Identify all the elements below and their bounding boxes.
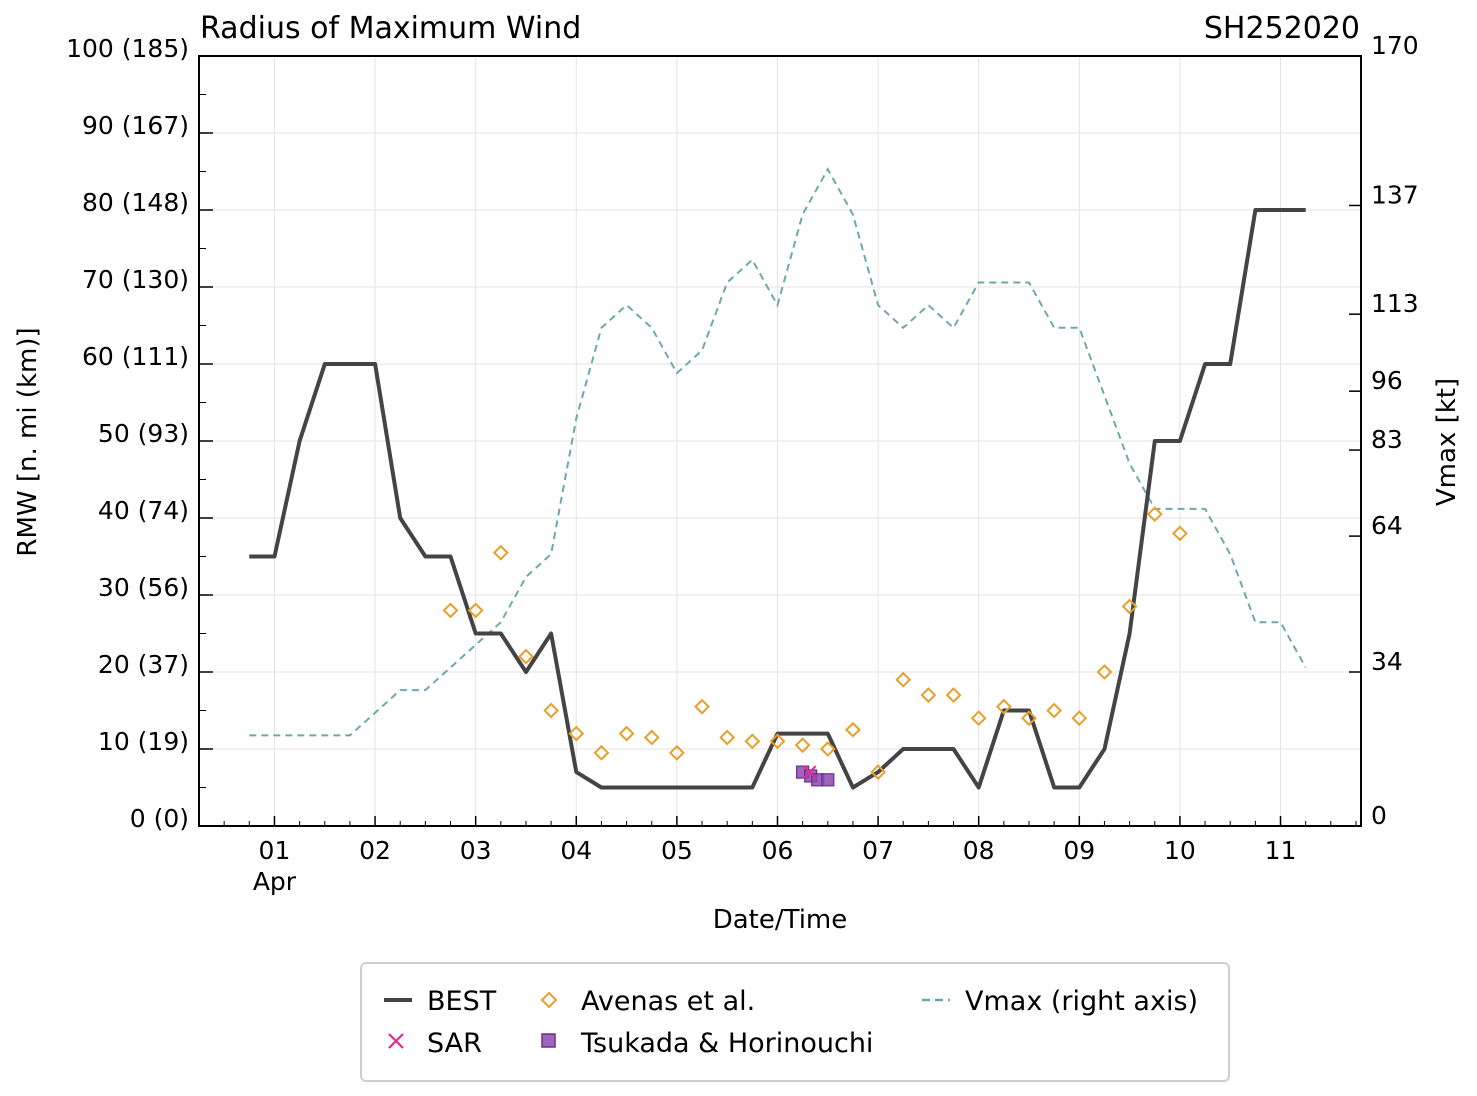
avenas-point: [845, 721, 861, 738]
y-tick-label: 70 (130): [82, 265, 189, 294]
y-tick-label: 50 (93): [98, 419, 189, 448]
avenas-series: [442, 506, 1188, 781]
avenas-point: [945, 687, 962, 704]
avenas-point: [819, 741, 836, 757]
y-right-tick-label: 64: [1371, 511, 1403, 540]
legend-tsukada-marker: [541, 1033, 556, 1048]
avenas-point: [744, 733, 761, 750]
avenas-point: [1071, 710, 1088, 727]
avenas-point: [895, 671, 912, 688]
x-tick-label: 10: [1164, 836, 1196, 865]
vmax-series: [249, 167, 1307, 737]
legend-avenas-marker: [540, 991, 558, 1009]
legend-tsukada-label: Tsukada & Horinouchi: [580, 1028, 873, 1059]
sar-series: [802, 765, 817, 779]
x-tick-label: 11: [1265, 836, 1297, 865]
y-right-tick-label: 170: [1371, 31, 1419, 60]
avenas-point: [568, 725, 585, 742]
y-right-tick-label: 113: [1371, 289, 1419, 318]
y-axis-label-right: Vmax [kt]: [1432, 378, 1462, 506]
avenas-point: [593, 744, 610, 761]
avenas-point: [769, 733, 786, 750]
tsukada-point: [821, 773, 835, 787]
avenas-point: [995, 698, 1012, 715]
legend: BEST Avenas et al. Vmax (right axis) SAR…: [360, 962, 1230, 1082]
x-tick-label: 07: [862, 836, 894, 865]
legend-vmax-label: Vmax (right axis): [965, 986, 1198, 1017]
legend-sar-label: SAR: [427, 1028, 482, 1059]
avenas-point: [794, 737, 811, 754]
avenas-point: [643, 729, 660, 746]
avenas-point: [543, 702, 560, 719]
avenas-point: [719, 729, 736, 746]
storm-id: SH252020: [1204, 11, 1360, 46]
x-tick-label: 01: [259, 836, 291, 865]
y-right-tick-label: 137: [1371, 180, 1419, 209]
avenas-point: [1021, 710, 1037, 727]
y-tick-label: 80 (148): [82, 188, 189, 217]
x-tick-label: 02: [359, 836, 391, 865]
y-right-tick-label: 0: [1371, 801, 1387, 830]
legend-sar-marker: [388, 1033, 404, 1049]
legend-avenas-label: Avenas et al.: [581, 986, 755, 1017]
legend-best-label: BEST: [427, 986, 497, 1017]
y-tick-label: 40 (74): [98, 496, 189, 525]
avenas-point: [618, 725, 635, 742]
y-right-tick-label: 83: [1371, 425, 1403, 454]
x-tick-label: 04: [560, 836, 592, 865]
avenas-point: [492, 544, 509, 561]
avenas-point: [668, 744, 685, 761]
y-tick-label: 0 (0): [130, 804, 189, 833]
avenas-point: [518, 648, 534, 665]
y-tick-label: 90 (167): [82, 111, 189, 140]
avenas-point: [920, 687, 937, 704]
y-tick-label: 100 (185): [66, 34, 189, 63]
y-right-tick-label: 96: [1371, 366, 1403, 395]
y-tick-label: 10 (19): [98, 727, 189, 756]
legend-box: [360, 962, 1230, 1082]
x-axis-label: Date/Time: [713, 905, 848, 935]
avenas-point: [1146, 506, 1163, 523]
y-tick-label: 60 (111): [82, 342, 189, 371]
sar-point: [802, 765, 817, 779]
avenas-point: [1096, 664, 1113, 680]
x-tick-label: 08: [963, 836, 995, 865]
avenas-point: [870, 764, 887, 781]
avenas-point: [970, 710, 987, 727]
y-axis-label-left: RMW [n. mi (km)]: [13, 327, 43, 556]
avenas-point: [467, 602, 484, 619]
y-right-tick-label: 34: [1371, 647, 1403, 676]
avenas-point: [442, 602, 459, 619]
vmax-line: [249, 167, 1307, 737]
y-tick-label: 20 (37): [98, 650, 189, 679]
avenas-point: [1046, 702, 1063, 719]
avenas-point: [1171, 525, 1188, 542]
x-tick-label: 06: [762, 836, 794, 865]
chart-title: Radius of Maximum Wind: [200, 11, 581, 46]
x-tick-label: 05: [661, 836, 693, 865]
avenas-point: [694, 698, 710, 715]
avenas-point: [1121, 598, 1138, 615]
x-tick-label: 03: [460, 836, 492, 865]
y-tick-label: 30 (56): [98, 573, 189, 602]
x-tick-label: 09: [1063, 836, 1095, 865]
x-tick-sublabel: Apr: [253, 867, 297, 896]
